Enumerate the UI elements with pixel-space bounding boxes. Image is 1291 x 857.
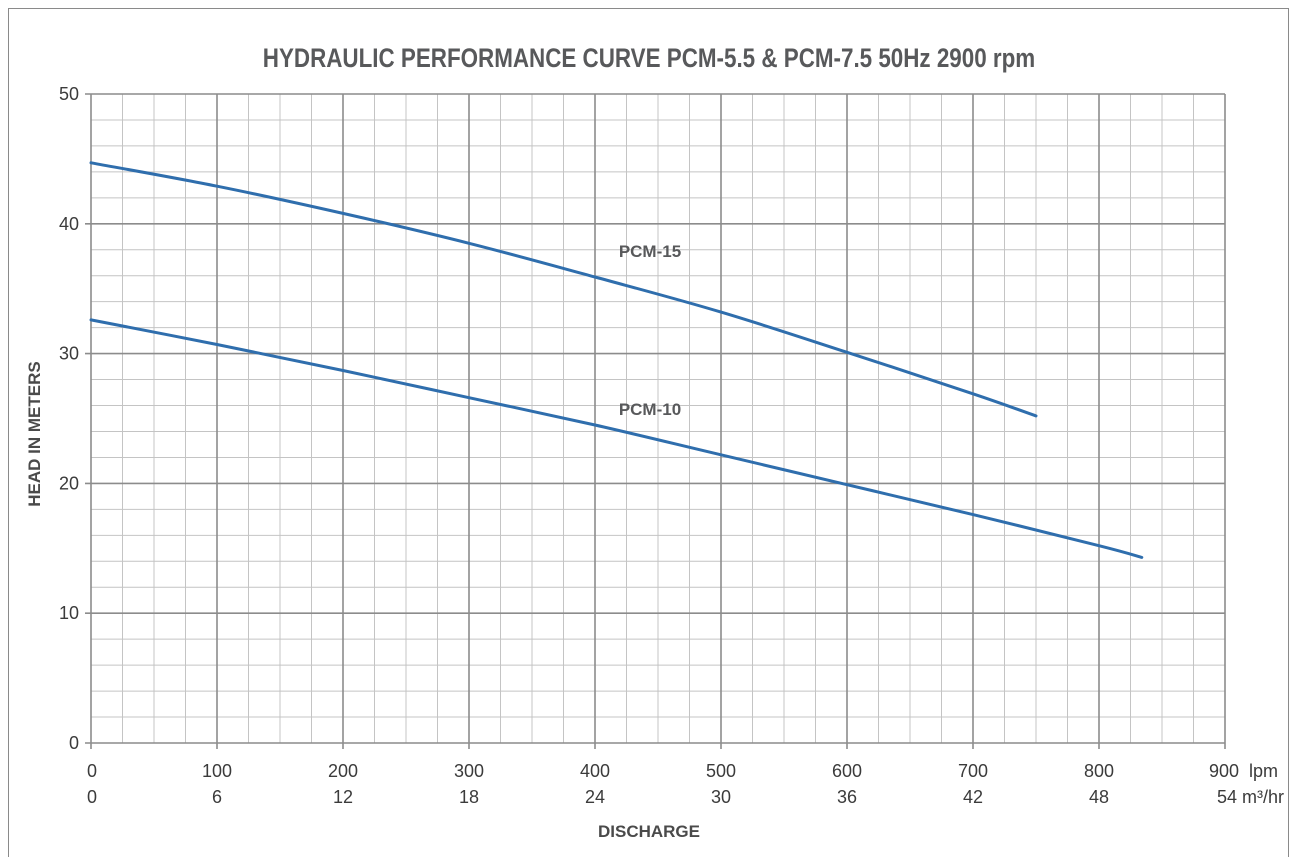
- series-label-pcm-10: PCM-10: [619, 400, 681, 419]
- x-unit-m3hr: m³/hr: [1242, 787, 1284, 807]
- y-tick-label: 10: [59, 603, 79, 623]
- y-tick-label: 20: [59, 473, 79, 493]
- chart-title: HYDRAULIC PERFORMANCE CURVE PCM-5.5 & PC…: [263, 44, 1035, 73]
- x-tick-label-m3hr: 6: [212, 787, 222, 807]
- x-axis-ticks: 0 100 200 300 400 500 600 700 800 900 0 6 12 18 24 30 36…: [87, 761, 1239, 807]
- y-tick-label: 40: [59, 214, 79, 234]
- x-tick-label-lpm: 400: [580, 761, 610, 781]
- x-tick-label-m3hr: 18: [459, 787, 479, 807]
- x-tick-label-lpm: 200: [328, 761, 358, 781]
- x-tick-label-lpm: 600: [832, 761, 862, 781]
- series-line-pcm-15: [89, 161, 1038, 418]
- major-grid: [85, 93, 1226, 749]
- x-tick-label-lpm: 800: [1084, 761, 1114, 781]
- y-tick-label: 50: [59, 84, 79, 104]
- series-label-pcm-15: PCM-15: [619, 242, 681, 261]
- x-tick-label-lpm: 0: [87, 761, 97, 781]
- x-tick-label-lpm: 700: [958, 761, 988, 781]
- y-axis-ticks: 0 10 20 30 40 50: [59, 84, 79, 753]
- y-axis-title: HEAD IN METERS: [25, 361, 44, 506]
- chart-frame: [8, 8, 1289, 857]
- x-tick-label-m3hr: 48: [1089, 787, 1109, 807]
- x-axis-title: DISCHARGE: [598, 822, 700, 841]
- x-tick-label-m3hr: 12: [333, 787, 353, 807]
- x-tick-label-m3hr: 30: [711, 787, 731, 807]
- x-tick-label-lpm: 300: [454, 761, 484, 781]
- series-line-pcm-10: [89, 318, 1144, 559]
- x-tick-label-lpm: 900: [1209, 761, 1239, 781]
- x-tick-label-m3hr: 0: [87, 787, 97, 807]
- x-unit-lpm: lpm: [1249, 761, 1278, 781]
- x-tick-label-m3hr: 24: [585, 787, 605, 807]
- x-tick-label-m3hr: 42: [963, 787, 983, 807]
- x-tick-label-m3hr: 54: [1217, 787, 1237, 807]
- x-tick-label-lpm: 500: [706, 761, 736, 781]
- x-tick-label-m3hr: 36: [837, 787, 857, 807]
- x-tick-label-lpm: 100: [202, 761, 232, 781]
- series-lines: [89, 161, 1144, 559]
- y-tick-label: 0: [69, 733, 79, 753]
- y-tick-label: 30: [59, 344, 79, 364]
